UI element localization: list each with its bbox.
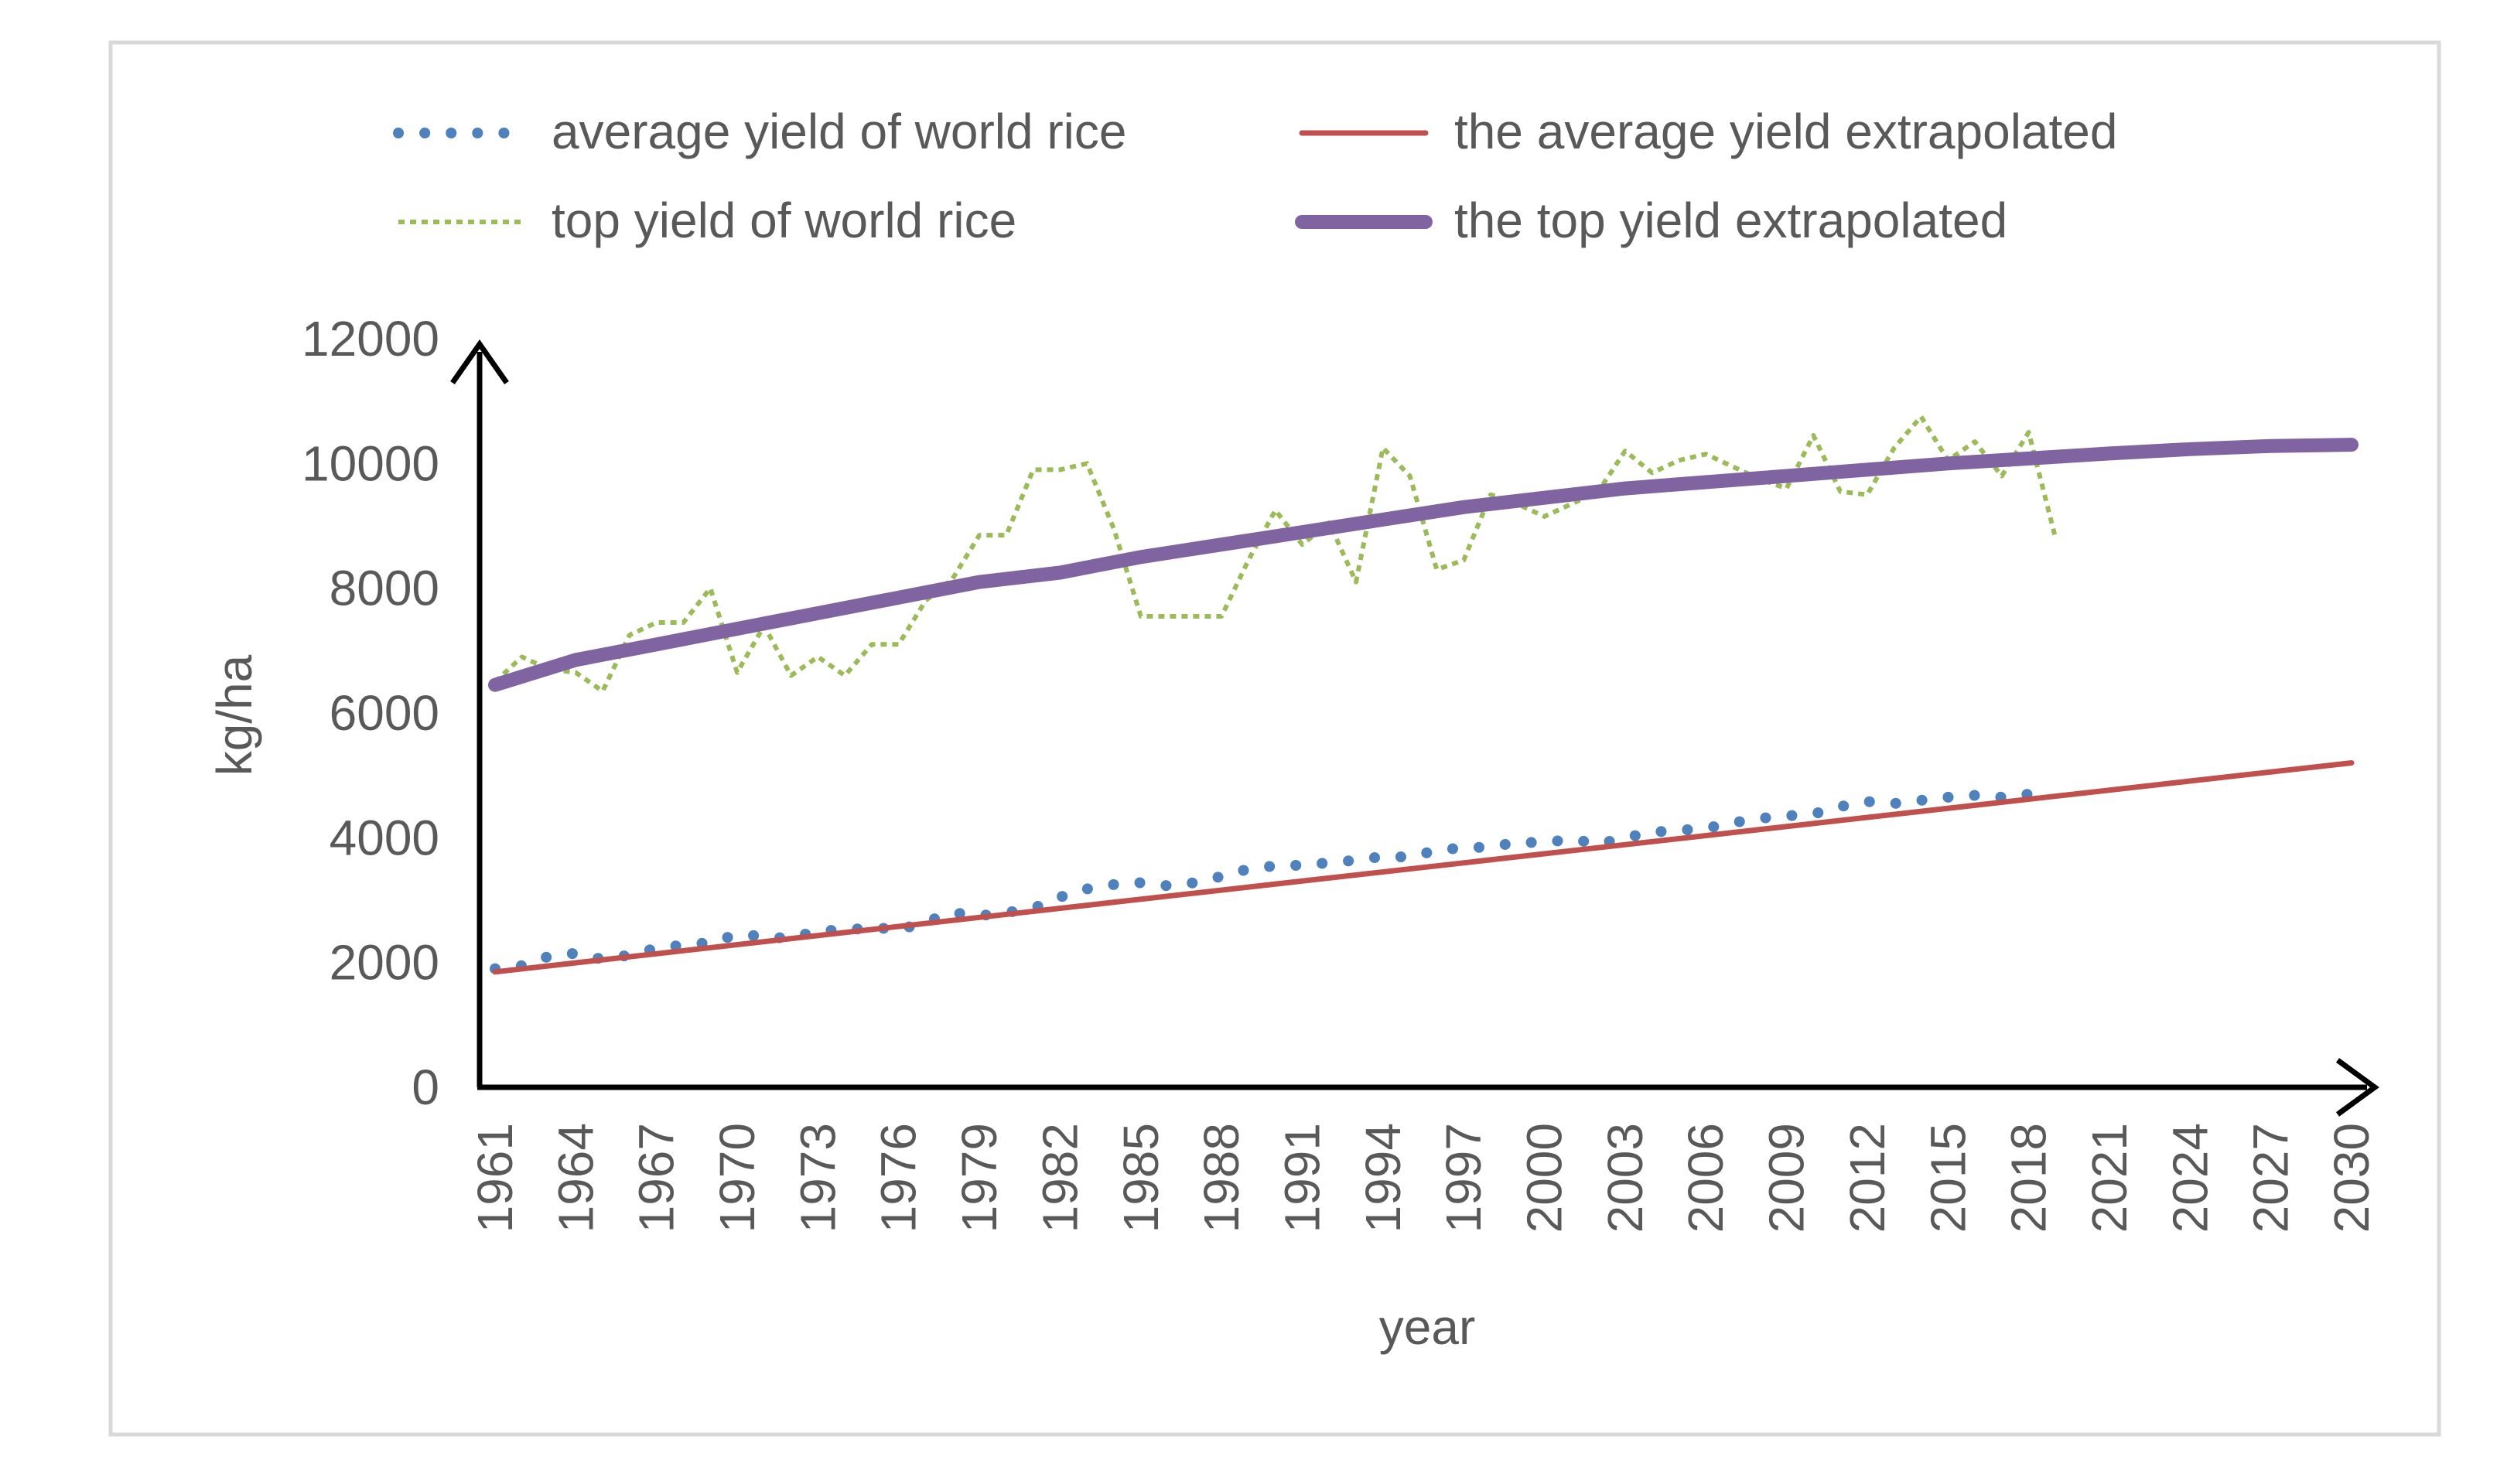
x-tick-label: 1985 — [1113, 1123, 1169, 1233]
x-tick-label: 2003 — [1597, 1123, 1653, 1233]
x-tick-label: 2012 — [1839, 1123, 1895, 1233]
series-layer — [488, 414, 2359, 975]
x-tick-label: 2006 — [1678, 1123, 1733, 1233]
x-tick-label: 2024 — [2162, 1123, 2218, 1233]
legend-item-average-yield: average yield of world rice — [393, 104, 1126, 159]
x-tick-label: 1994 — [1355, 1123, 1411, 1233]
legend: average yield of world rice the average … — [393, 104, 2117, 248]
x-axis-title: year — [1379, 1299, 1476, 1355]
y-axis-title: kg/ha — [207, 654, 262, 776]
series-line-the-average-yield-extrapolated — [492, 760, 2355, 975]
x-tick-label: 1970 — [709, 1123, 765, 1233]
x-tick-label: 2030 — [2324, 1123, 2379, 1233]
y-tick-label: 2000 — [330, 935, 439, 991]
x-tick-label: 1982 — [1032, 1123, 1088, 1233]
x-tick-label: 2018 — [2001, 1123, 2057, 1233]
chart-frame — [108, 40, 2441, 1437]
x-tick-label: 2027 — [2243, 1123, 2299, 1233]
x-tick-label: 1964 — [548, 1123, 603, 1233]
legend-label-the-average-yield-extrapolated: the average yield extrapolated — [1454, 104, 2117, 159]
x-tick-label: 2015 — [1920, 1123, 1976, 1233]
legend-label-the-top-yield-extrapolated: the top yield extrapolated — [1454, 193, 2007, 248]
y-tick-labels: 0 2000 4000 6000 8000 10000 12000 — [302, 311, 439, 1115]
x-tick-label: 1973 — [790, 1123, 845, 1233]
y-tick-label: 0 — [412, 1059, 439, 1115]
x-tick-label: 1991 — [1274, 1123, 1330, 1233]
y-axis-arrowhead — [450, 339, 509, 385]
legend-item-the-top-yield-extrapolated: the top yield extrapolated — [1295, 193, 2007, 248]
x-tick-label: 1967 — [629, 1123, 685, 1233]
x-tick-label: 1961 — [467, 1123, 523, 1233]
legend-item-top-yield: top yield of world rice — [398, 193, 1016, 248]
axes — [450, 339, 2379, 1117]
x-tick-label: 1979 — [951, 1123, 1007, 1233]
legend-label-average-yield: average yield of world rice — [552, 104, 1126, 159]
x-tick-label: 1997 — [1436, 1123, 1491, 1233]
legend-item-the-average-yield-extrapolated: the average yield extrapolated — [1299, 104, 2117, 159]
x-tick-label: 1976 — [871, 1123, 927, 1233]
x-tick-label: 1988 — [1194, 1123, 1249, 1233]
series-line-average-yield-of-world-rice — [490, 788, 2034, 974]
x-tick-label: 2021 — [2082, 1123, 2137, 1233]
x-tick-label: 2009 — [1759, 1123, 1815, 1233]
legend-label-top-yield: top yield of world rice — [552, 193, 1016, 248]
series-line-the-top-yield-extrapolated — [488, 438, 2359, 692]
y-tick-label: 6000 — [330, 685, 439, 741]
y-tick-label: 4000 — [330, 810, 439, 865]
y-tick-label: 10000 — [302, 435, 439, 491]
y-tick-label: 12000 — [302, 311, 439, 367]
y-tick-label: 8000 — [330, 561, 439, 616]
x-tick-label: 2000 — [1517, 1123, 1573, 1233]
x-axis-arrowhead — [2335, 1058, 2379, 1117]
x-tick-labels: 1961 1964 1967 1970 1973 1976 1979 1982 1985 1988… — [467, 1123, 2379, 1233]
